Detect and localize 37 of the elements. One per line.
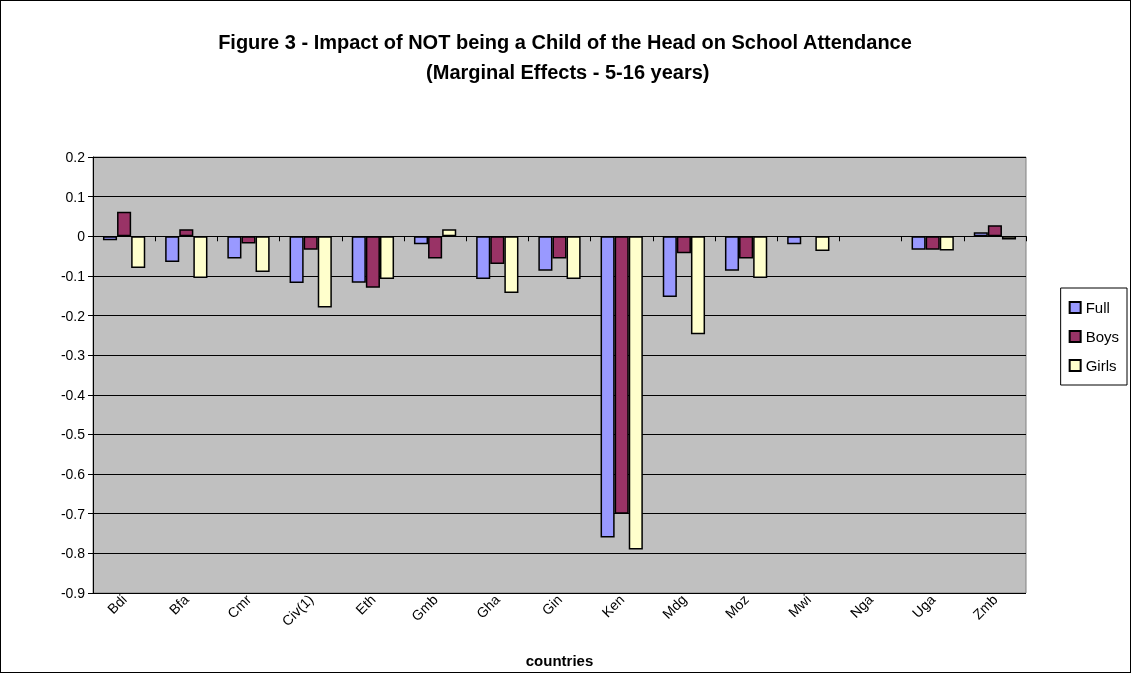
y-tick-label: 0.2 xyxy=(65,149,86,165)
y-tick-label: -0.2 xyxy=(60,307,86,324)
bar xyxy=(179,229,194,237)
bar xyxy=(165,236,180,263)
bar xyxy=(442,229,457,237)
x-tick-label: Bfa xyxy=(165,591,193,618)
x-tick-label: Eth xyxy=(352,591,379,618)
legend-label: Girls xyxy=(1085,357,1117,374)
y-tick-label: 0.1 xyxy=(65,188,86,205)
y-tick-label: -0.8 xyxy=(60,545,86,562)
y-tick-label: -0.9 xyxy=(60,585,86,601)
bar xyxy=(117,211,132,237)
y-tick-label: -0.4 xyxy=(60,386,86,403)
x-tick-label: Nga xyxy=(846,591,877,621)
x-tick-label: Gha xyxy=(472,591,504,622)
bar xyxy=(131,236,146,268)
x-tick-label: Uga xyxy=(908,591,939,621)
x-tick-label: Bdi xyxy=(104,591,130,617)
x-axis-title: countries xyxy=(525,652,594,669)
y-tick-label: -0.3 xyxy=(60,347,86,364)
bar xyxy=(102,236,118,241)
x-tick-label: Ken xyxy=(598,591,628,621)
x-tick-label: Gin xyxy=(538,591,566,619)
x-tick-label: Mdg xyxy=(659,591,690,622)
bar xyxy=(787,236,802,245)
x-tick-label: Moz xyxy=(721,591,752,622)
bar xyxy=(815,236,830,251)
chart-title: Figure 3 - Impact of NOT being a Child of the Head on School Attendance (Marginal Effects - 5-16 years) xyxy=(218,31,912,83)
legend-label: Full xyxy=(1085,299,1110,316)
y-tick-label: -0.5 xyxy=(60,426,86,443)
x-tick-label: Mwi xyxy=(785,591,814,621)
legend-label: Boys xyxy=(1085,328,1120,345)
y-tick-label: -0.1 xyxy=(60,267,86,284)
y-tick-label: -0.7 xyxy=(60,505,86,522)
x-tick-label: Cmr xyxy=(224,591,255,622)
y-tick-label: 0 xyxy=(77,228,86,245)
y-tick-label: -0.6 xyxy=(60,466,86,483)
